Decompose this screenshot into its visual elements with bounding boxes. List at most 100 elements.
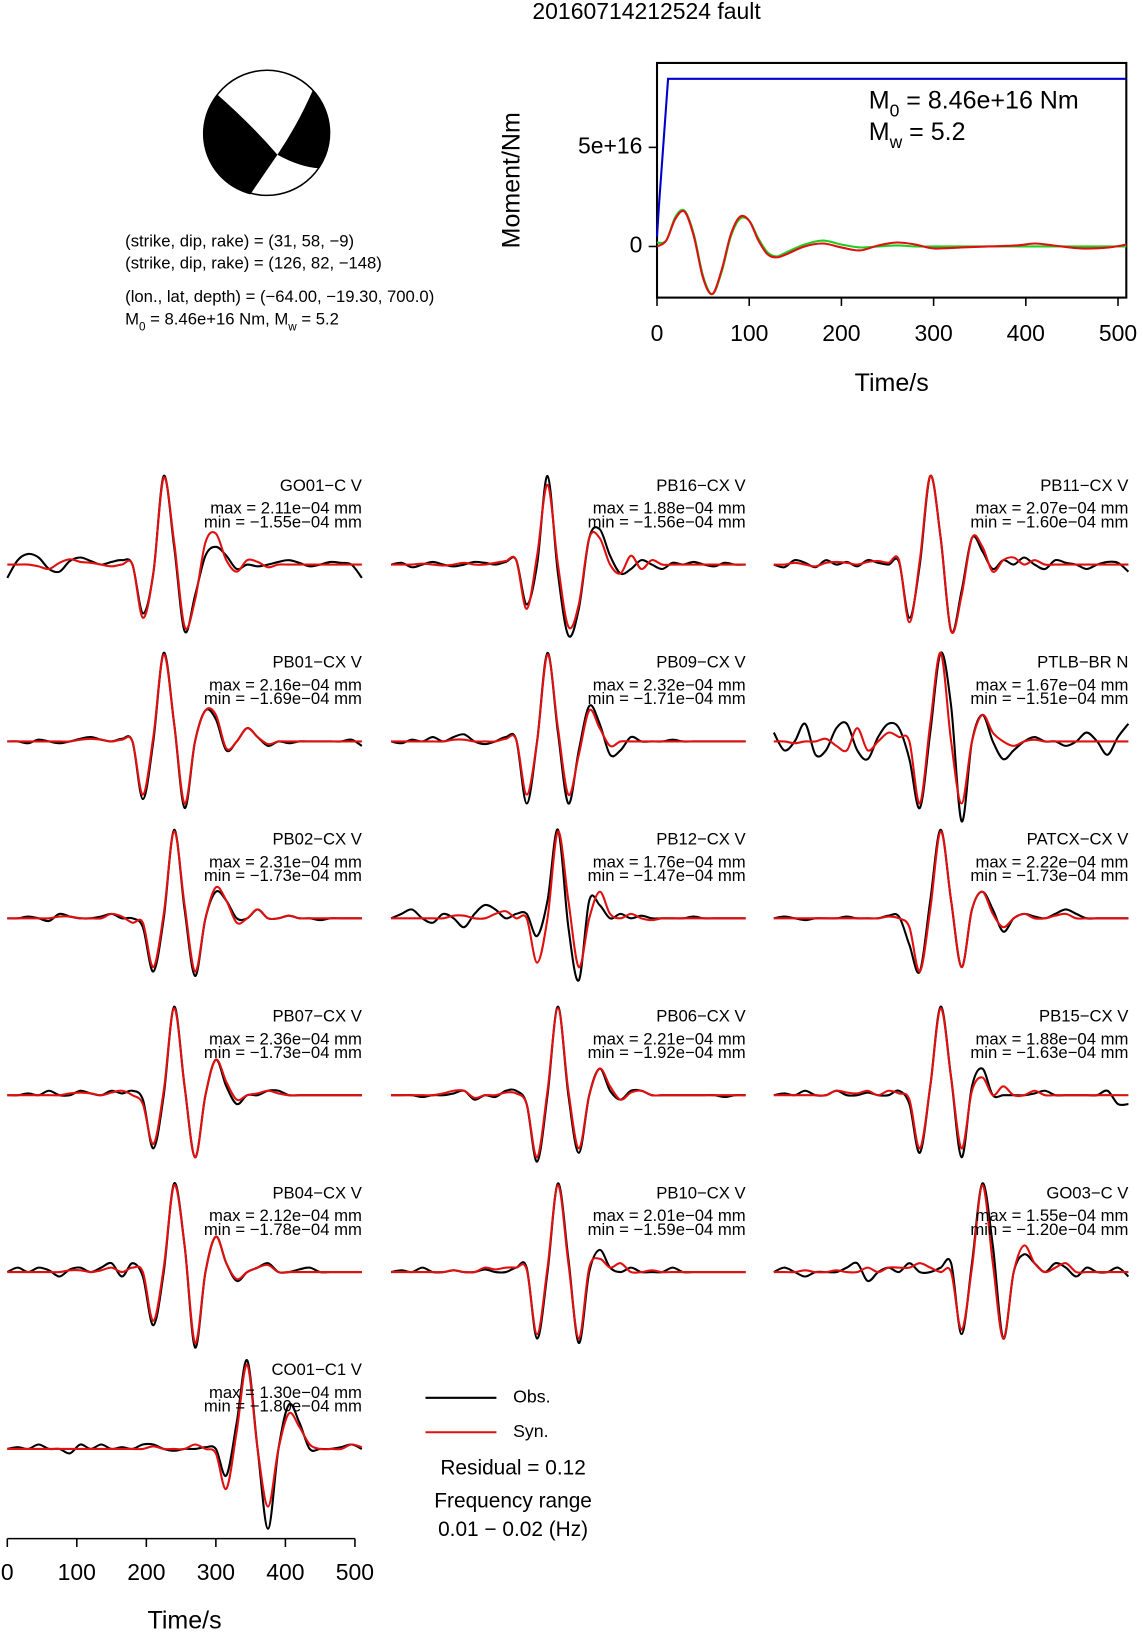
max-label: max = 2.32e−04 mm xyxy=(593,676,746,695)
min-label: min = −1.60e−04 mm xyxy=(970,512,1128,531)
y-tick-label: 5e+16 xyxy=(578,132,642,158)
text-part: w xyxy=(889,131,903,151)
syn-trace xyxy=(7,653,362,805)
text-part: = 5.2 xyxy=(902,117,965,145)
max-label: max = 2.07e−04 mm xyxy=(975,499,1128,518)
station-label: PB09−CX V xyxy=(656,653,746,672)
text-part: w xyxy=(287,320,297,333)
station-label: PB10−CX V xyxy=(656,1183,746,1202)
x-tick-label: 200 xyxy=(127,1559,165,1585)
text-part: = 5.2 xyxy=(297,310,339,329)
station-label: PB11−CX V xyxy=(1040,476,1129,495)
min-label: min = −1.56e−04 mm xyxy=(588,512,746,531)
x-tick-label: 500 xyxy=(336,1559,374,1585)
syn-trace xyxy=(773,1007,1129,1150)
syn-trace xyxy=(7,476,362,630)
station-label: CO01−C1 V xyxy=(272,1360,363,1379)
moment-annotation: M0 = 8.46e+16 Nm xyxy=(869,86,1079,120)
figure-title: 20160714212524 fault xyxy=(532,0,761,24)
syn-trace xyxy=(773,474,1129,634)
beachball xyxy=(202,69,331,197)
station-label: PB15−CX V xyxy=(1039,1006,1129,1025)
x-tick-label: 400 xyxy=(266,1559,304,1585)
syn-trace xyxy=(7,1007,362,1159)
station-label: PATCX−CX V xyxy=(1027,830,1130,849)
min-label: min = −1.71e−04 mm xyxy=(588,689,746,708)
max-label: max = 2.31e−04 mm xyxy=(209,852,362,871)
x-tick-label: 100 xyxy=(58,1559,96,1585)
obs-trace xyxy=(772,651,1130,823)
mechanism-line: (lon., lat, depth) = (−64.00, −19.30, 70… xyxy=(125,287,434,306)
syn-trace xyxy=(391,830,746,969)
text-part: M xyxy=(869,86,890,114)
syn-trace xyxy=(391,653,746,796)
min-label: min = −1.73e−04 mm xyxy=(970,866,1128,885)
syn-trace xyxy=(7,1184,362,1345)
max-label: max = 1.67e−04 mm xyxy=(975,676,1128,695)
max-label: max = 2.21e−04 mm xyxy=(593,1029,746,1048)
x-axis-label: Time/s xyxy=(855,369,929,397)
text-part: M xyxy=(125,310,139,329)
moment-curve xyxy=(656,208,1127,296)
syn-trace xyxy=(773,830,1129,973)
min-label: min = −1.51e−04 mm xyxy=(970,689,1128,708)
text-part: M xyxy=(869,117,890,145)
max-label: max = 2.12e−04 mm xyxy=(209,1206,362,1225)
x-tick-label: 500 xyxy=(1099,320,1137,346)
station-label: PB12−CX V xyxy=(656,830,746,849)
frequency-range: 0.01 − 0.02 (Hz) xyxy=(438,1518,588,1541)
x-tick-label: 200 xyxy=(822,320,860,346)
min-label: min = −1.63e−04 mm xyxy=(970,1043,1128,1062)
max-label: max = 1.88e−04 mm xyxy=(975,1029,1128,1048)
min-label: min = −1.73e−04 mm xyxy=(204,866,362,885)
x-tick-label: 300 xyxy=(914,320,952,346)
min-label: min = −1.69e−04 mm xyxy=(204,689,362,708)
frequency-title: Frequency range xyxy=(434,1490,592,1513)
x-tick-label: 0 xyxy=(651,320,664,346)
min-label: min = −1.20e−04 mm xyxy=(970,1220,1128,1239)
residual: Residual = 0.12 xyxy=(440,1456,585,1479)
moment-curve xyxy=(655,77,1127,237)
max-label: max = 2.16e−04 mm xyxy=(209,676,362,695)
max-label: max = 2.22e−04 mm xyxy=(975,852,1128,871)
min-label: min = −1.73e−04 mm xyxy=(204,1043,362,1062)
y-tick-label: 0 xyxy=(630,232,643,258)
x-axis-label: Time/s xyxy=(148,1607,222,1635)
moment-annotation: Mw = 5.2 xyxy=(869,117,966,151)
syn-trace xyxy=(773,1184,1129,1340)
max-label: max = 1.88e−04 mm xyxy=(593,499,746,518)
max-label: max = 2.01e−04 mm xyxy=(593,1206,746,1225)
x-tick-label: 0 xyxy=(1,1559,14,1585)
syn-trace xyxy=(7,830,362,973)
station-label: PB04−CX V xyxy=(272,1183,362,1202)
station-label: PB16−CX V xyxy=(656,476,746,495)
syn-trace xyxy=(391,1184,746,1340)
obs-trace xyxy=(7,1359,363,1530)
text-part: = 8.46e+16 Nm xyxy=(899,86,1078,114)
syn-trace xyxy=(773,651,1129,805)
min-label: min = −1.92e−04 mm xyxy=(588,1043,746,1062)
legend-label: Syn. xyxy=(513,1421,548,1441)
min-label: min = −1.78e−04 mm xyxy=(204,1220,362,1239)
magnitude-line: M0 = 8.46e+16 Nm, Mw = 5.2 xyxy=(125,310,339,333)
x-tick-label: 100 xyxy=(730,320,768,346)
station-label: PB07−CX V xyxy=(272,1006,362,1025)
text-part: 0 xyxy=(890,100,900,120)
min-label: min = −1.55e−04 mm xyxy=(204,512,362,531)
text-part: = 8.46e+16 Nm, M xyxy=(146,310,289,329)
moment-curve xyxy=(656,209,1127,296)
station-label: GO01−C V xyxy=(280,476,363,495)
station-label: PB06−CX V xyxy=(656,1006,746,1025)
mechanism-line: (strike, dip, rake) = (31, 58, −9) xyxy=(125,232,354,251)
min-label: min = −1.80e−04 mm xyxy=(204,1397,362,1416)
station-label: PB02−CX V xyxy=(272,830,362,849)
min-label: min = −1.47e−04 mm xyxy=(588,866,746,885)
max-label: max = 2.36e−04 mm xyxy=(209,1029,362,1048)
max-label: max = 1.76e−04 mm xyxy=(593,852,746,871)
mechanism-line: (strike, dip, rake) = (126, 82, −148) xyxy=(125,254,382,273)
y-axis-label: Moment/Nm xyxy=(498,112,526,248)
station-label: PB01−CX V xyxy=(272,653,362,672)
syn-trace xyxy=(7,1363,363,1508)
